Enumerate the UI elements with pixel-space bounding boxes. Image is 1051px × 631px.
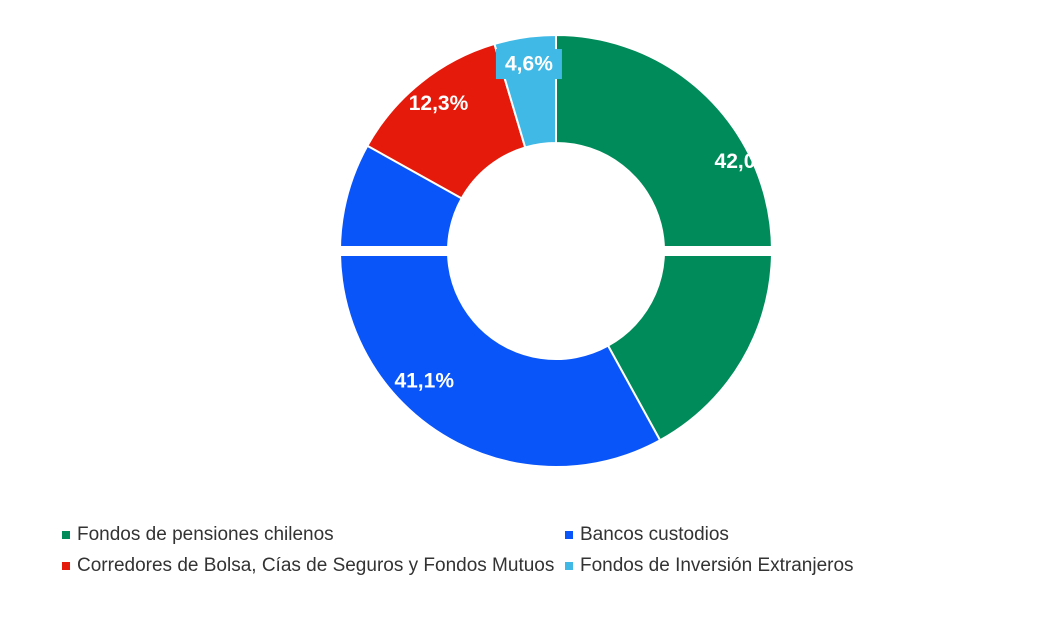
legend-swatch-icon bbox=[565, 531, 573, 539]
label-corredores: 12,3% bbox=[409, 92, 469, 115]
legend-label: Bancos custodios bbox=[580, 524, 729, 545]
label-background bbox=[495, 49, 562, 80]
legend-swatch-icon bbox=[565, 562, 573, 570]
label-bancos-custodios: 41,1% bbox=[394, 369, 454, 392]
legend-label: Fondos de pensiones chilenos bbox=[77, 524, 334, 545]
legend-label: Corredores de Bolsa, Cías de Seguros y F… bbox=[77, 555, 555, 576]
legend-swatch-icon bbox=[62, 562, 70, 570]
donut-hole bbox=[448, 143, 664, 359]
label-fondos-inversion: 4,6% bbox=[505, 53, 553, 76]
legend-swatch-icon bbox=[62, 531, 70, 539]
label-fondos-pensiones: 42,0% bbox=[715, 150, 775, 173]
legend-item-corredores: Corredores de Bolsa, Cías de Seguros y F… bbox=[62, 555, 554, 577]
legend-item-fondos-pensiones: Fondos de pensiones chilenos bbox=[62, 524, 334, 546]
donut-chart: 42,0% 41,1% 12,3% 4,6% bbox=[340, 35, 775, 467]
legend-item-fondos-inversion: Fondos de Inversión Extranjeros bbox=[565, 555, 854, 577]
legend-item-bancos-custodios: Bancos custodios bbox=[565, 524, 729, 546]
legend-label: Fondos de Inversión Extranjeros bbox=[580, 555, 854, 576]
